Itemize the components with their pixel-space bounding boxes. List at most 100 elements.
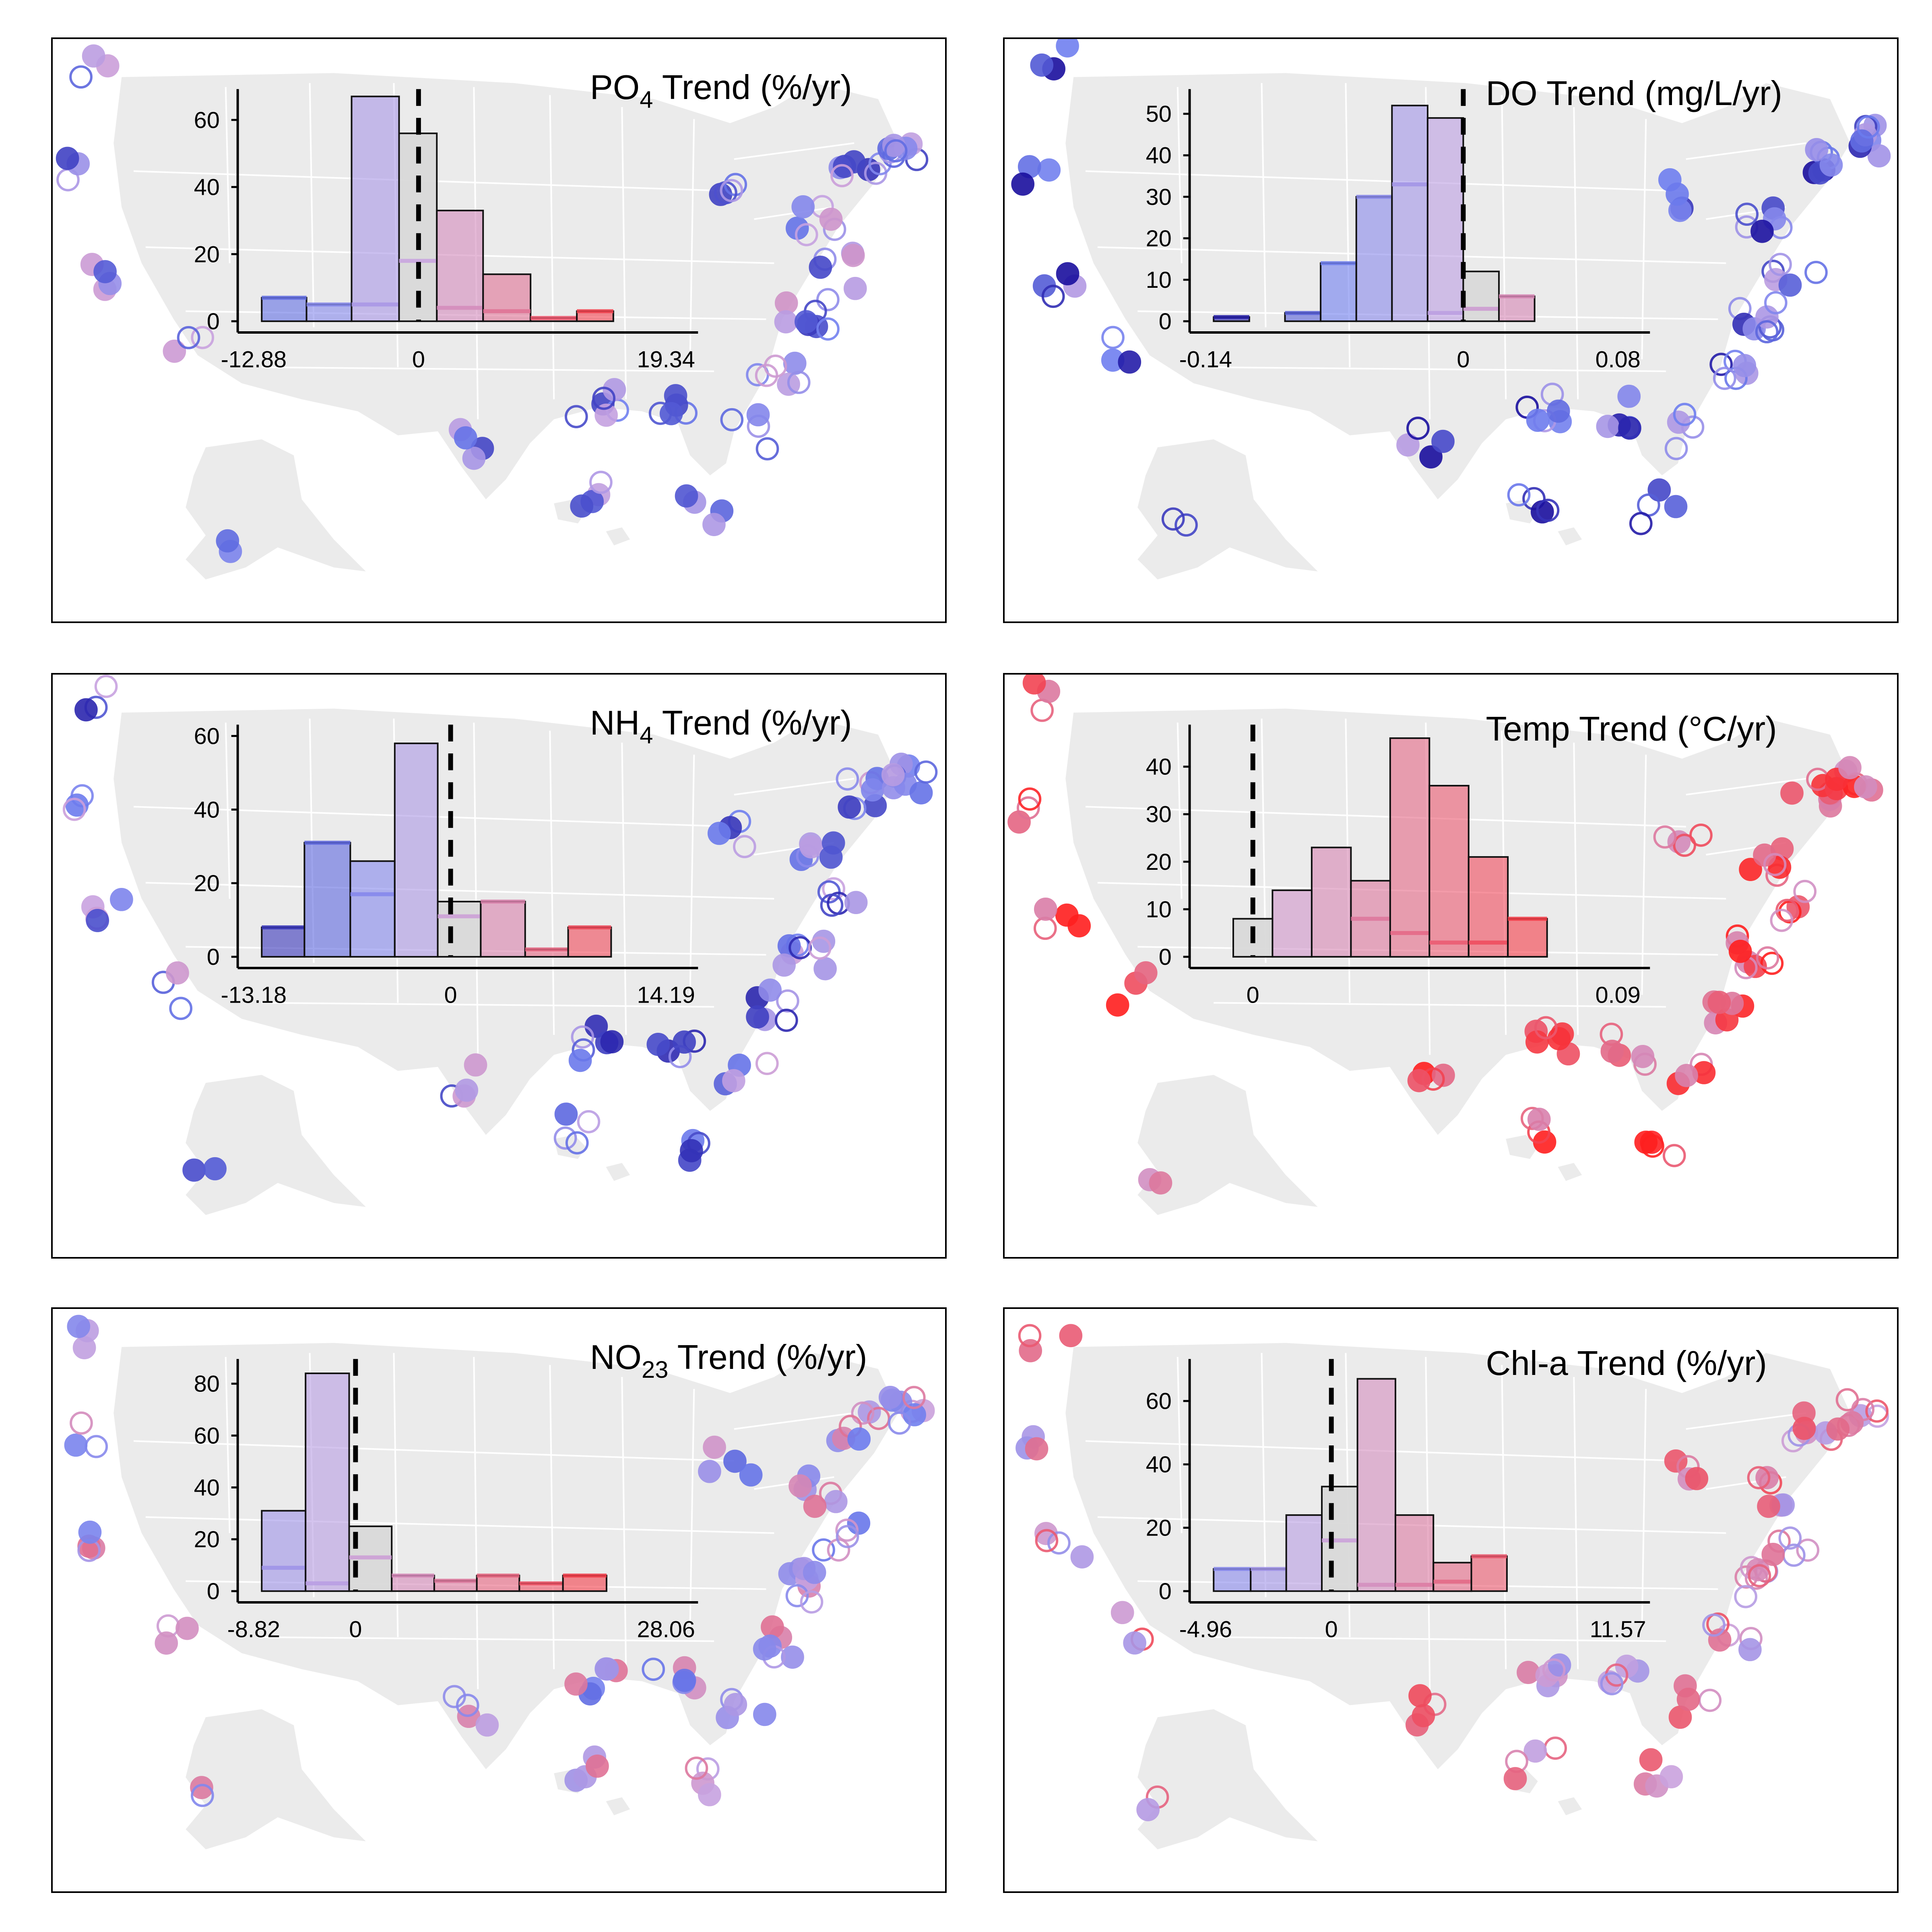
station-marker <box>1792 1416 1816 1440</box>
station-marker <box>553 1126 577 1150</box>
panel-title: NO23 Trend (%/yr) <box>590 1338 867 1383</box>
station-marker <box>177 326 200 349</box>
station-marker <box>565 1131 589 1155</box>
panel-svg: 0 10 20 30 40 50 -0.14 0 0.08 DO Trend (mg/L/yr) <box>1011 39 1891 580</box>
station-marker <box>1653 825 1677 849</box>
y-tick-label: 20 <box>194 242 220 267</box>
panel-do: 0 10 20 30 40 50 -0.14 0 0.08 DO Trend (mg/L/yr) <box>1003 37 1899 623</box>
station-marker <box>1503 1767 1527 1790</box>
station-marker <box>166 961 189 985</box>
station-marker <box>64 1433 88 1457</box>
y-tick-label: 0 <box>207 309 220 334</box>
histogram-inset: 0 20 40 60 -4.96 0 11.57 <box>1146 1359 1650 1642</box>
station-markers <box>1007 675 1883 1195</box>
hawaii-shape-small <box>606 527 630 546</box>
histogram-bar <box>1250 1568 1287 1592</box>
station-marker <box>723 1449 747 1473</box>
histogram-bar <box>1498 295 1536 322</box>
panel-title: PO4 Trend (%/yr) <box>590 68 852 113</box>
panel-title: DO Trend (mg/L/yr) <box>1486 74 1783 113</box>
station-marker <box>1161 507 1185 531</box>
state-border-7 <box>1085 170 1686 192</box>
state-border-1 <box>1261 83 1267 328</box>
station-marker <box>1047 1531 1071 1555</box>
state-border-0 <box>1177 1357 1183 1533</box>
station-marker <box>155 1631 178 1655</box>
x-tick-label: 11.57 <box>1590 1616 1646 1642</box>
station-marker <box>594 403 618 427</box>
station-marker <box>182 1158 206 1182</box>
station-marker <box>1412 1704 1435 1728</box>
station-marker <box>1676 1687 1700 1711</box>
state-border-4 <box>1501 95 1507 400</box>
station-marker <box>914 760 938 784</box>
station-marker <box>110 888 133 911</box>
station-marker <box>78 1520 102 1544</box>
hawaii-shape <box>1506 499 1538 524</box>
station-marker <box>163 339 186 363</box>
state-border-7 <box>133 1440 734 1462</box>
station-marker <box>1865 1399 1889 1423</box>
histogram-bar <box>437 900 482 958</box>
station-marker <box>785 1584 809 1608</box>
station-marker <box>673 1668 696 1692</box>
histogram-bar <box>349 860 396 958</box>
histogram-bar <box>391 1575 435 1592</box>
y-tick-label: 10 <box>1146 267 1172 293</box>
station-marker <box>776 989 799 1013</box>
station-marker <box>1761 1542 1785 1566</box>
y-tick-label: 40 <box>1146 754 1172 780</box>
histogram-bar <box>567 927 612 958</box>
alaska-shape <box>1137 439 1318 580</box>
station-marker <box>175 1616 199 1640</box>
station-marker <box>803 1494 827 1518</box>
histogram-bar <box>1285 1514 1323 1592</box>
y-tick-label: 60 <box>194 1423 220 1449</box>
histogram-bar <box>305 303 353 322</box>
station-marker <box>1867 144 1891 168</box>
state-border-0 <box>225 722 231 899</box>
state-border-0 <box>225 1357 231 1533</box>
station-marker <box>851 1402 875 1425</box>
panel-title-unit: Trend (%/yr) <box>653 704 852 742</box>
y-tick-label: 20 <box>1146 1515 1172 1541</box>
station-marker <box>456 1694 479 1717</box>
hawaii-shape-small <box>606 1797 630 1816</box>
station-marker <box>62 797 86 821</box>
histogram-inset: 0 10 20 30 40 50 -0.14 0 0.08 <box>1146 89 1650 372</box>
histogram-bar <box>1391 105 1428 322</box>
histogram-bar <box>1394 1514 1435 1592</box>
station-marker <box>755 437 779 460</box>
state-border-0 <box>225 87 231 263</box>
station-marker <box>1750 219 1774 243</box>
station-marker <box>646 1032 670 1056</box>
station-marker <box>191 326 215 349</box>
panel-title: Temp Trend (°C/yr) <box>1486 710 1777 748</box>
state-border-4 <box>549 95 555 400</box>
station-marker <box>774 310 798 334</box>
station-marker <box>1030 53 1054 77</box>
state-border-10 <box>262 366 714 372</box>
state-border-10 <box>262 1002 714 1008</box>
station-marker <box>1059 1324 1083 1348</box>
station-marker <box>1016 796 1040 820</box>
station-marker <box>1056 39 1079 58</box>
station-marker <box>1760 952 1784 975</box>
station-marker <box>1733 354 1757 378</box>
station-marker <box>799 835 823 859</box>
station-marker <box>1419 445 1443 469</box>
station-markers <box>1011 39 1891 537</box>
station-marker <box>838 795 861 819</box>
station-marker <box>82 44 105 68</box>
station-marker <box>761 1615 784 1639</box>
station-marker <box>454 426 477 450</box>
station-marker <box>739 1463 763 1487</box>
station-marker <box>577 1110 601 1133</box>
station-marker <box>564 1672 588 1696</box>
us-map-background <box>114 1343 898 1849</box>
histogram-bar <box>303 842 351 958</box>
y-tick-label: 20 <box>194 1527 220 1552</box>
state-border-5 <box>1573 107 1579 400</box>
station-marker <box>1523 1739 1547 1763</box>
